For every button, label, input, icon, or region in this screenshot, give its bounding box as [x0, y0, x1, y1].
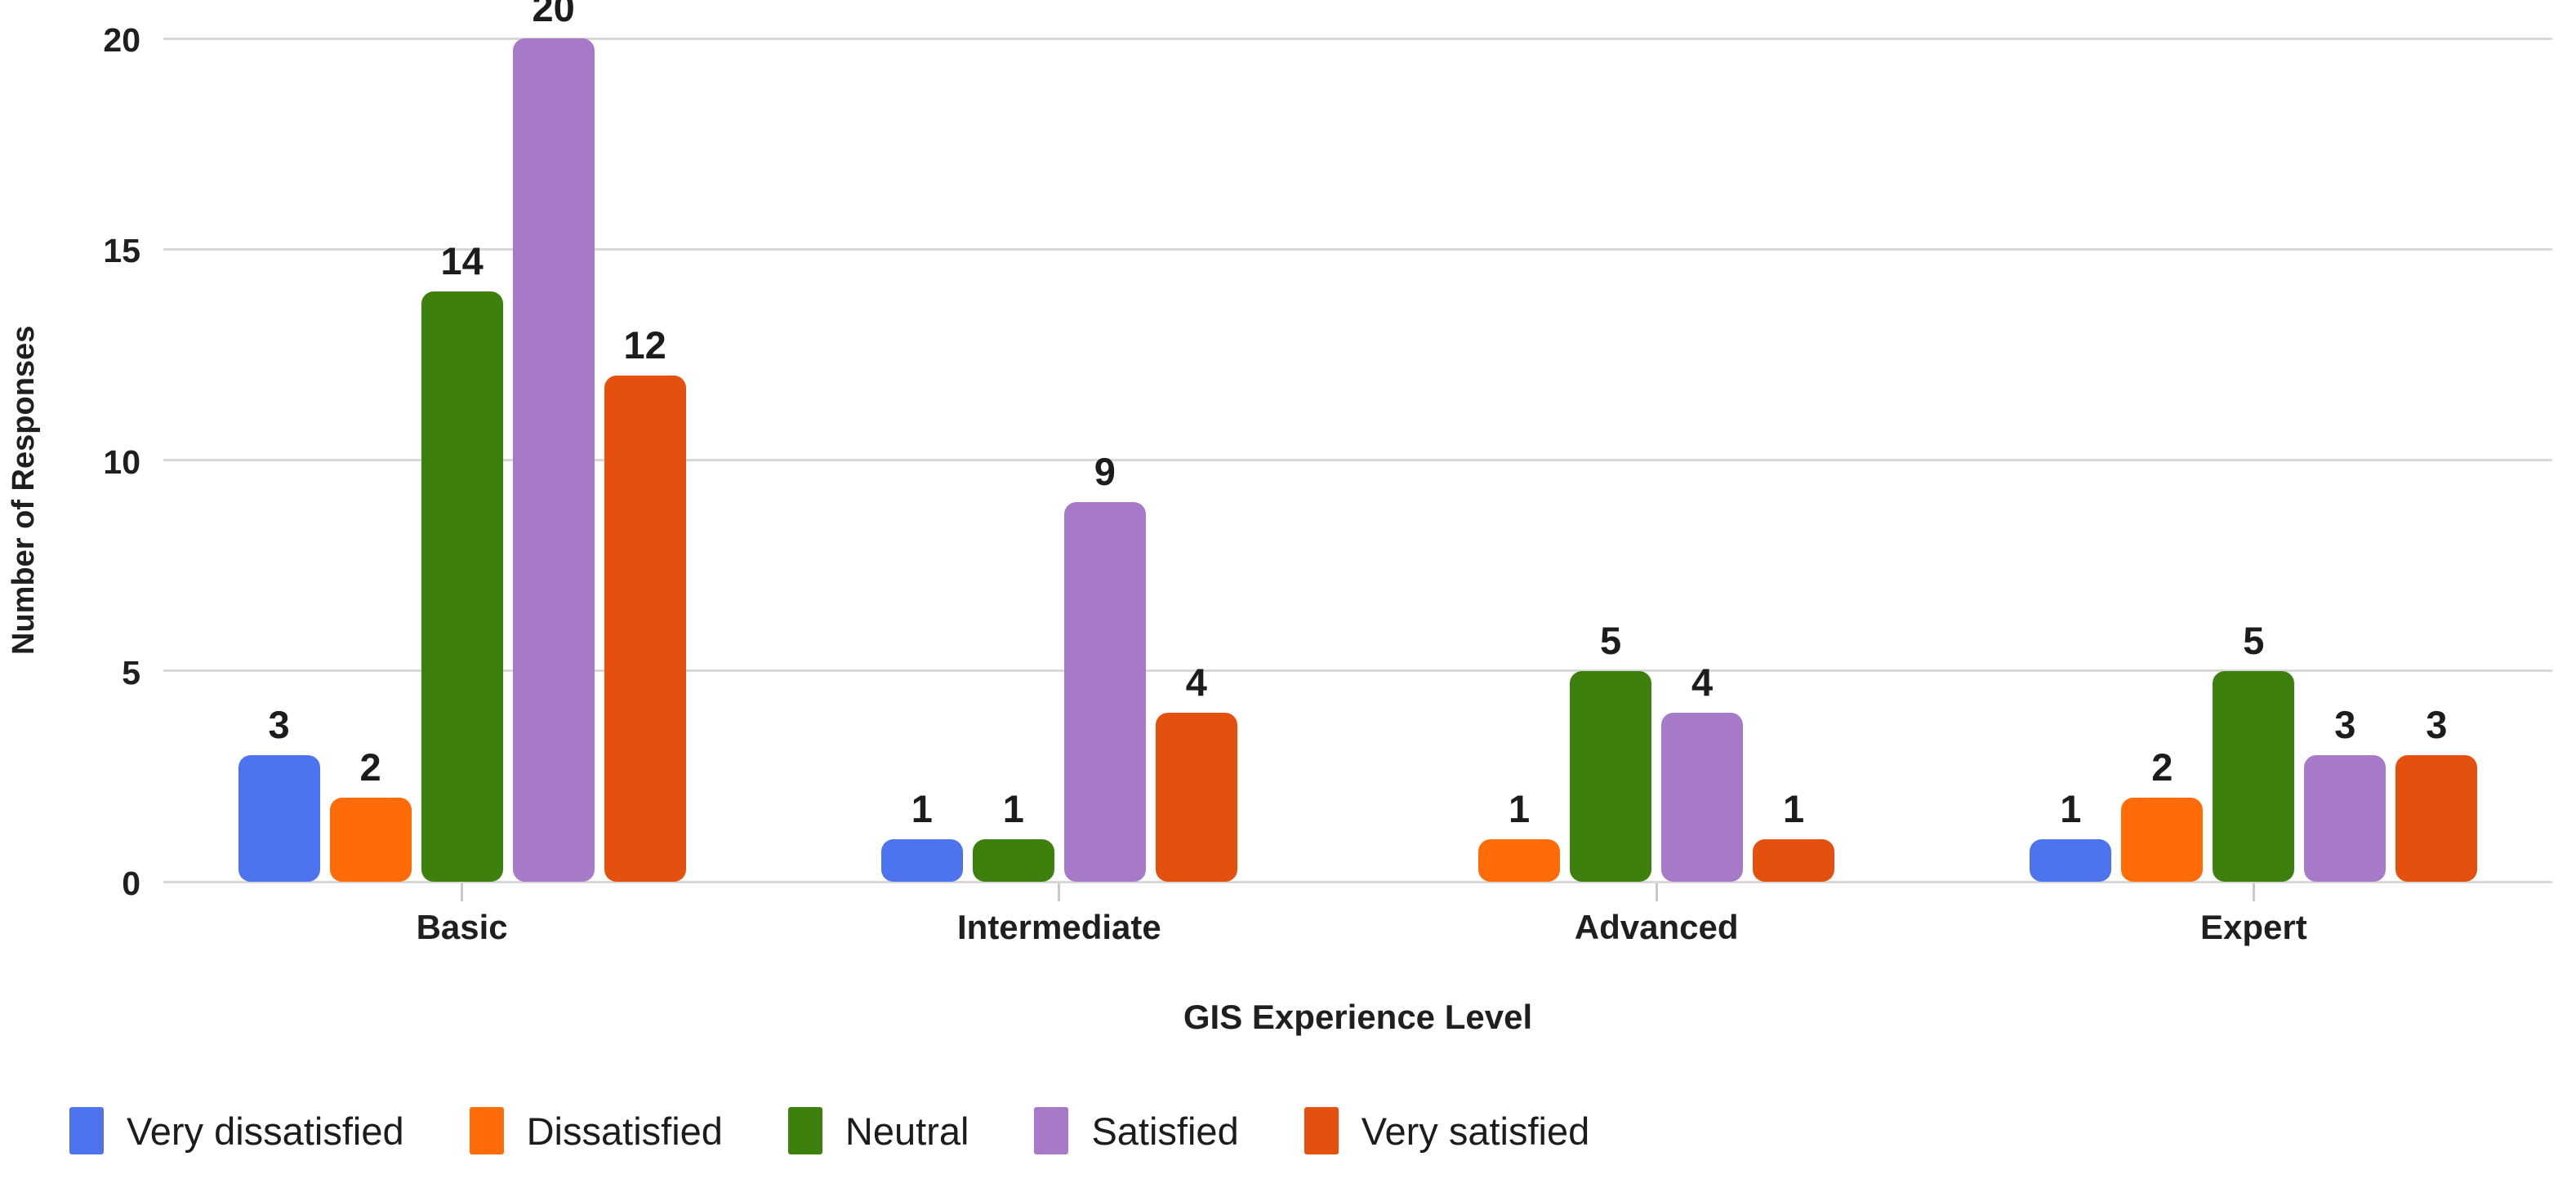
bar-value-label: 5	[2243, 618, 2265, 662]
y-tick-label-5: 5	[122, 653, 140, 692]
legend-swatch-icon	[469, 1107, 504, 1154]
x-tick-mark-basic	[461, 883, 464, 901]
bar-value-label: 1	[911, 787, 933, 831]
bar-expert-dissatisfied: 2	[2121, 745, 2204, 882]
legend-label: Very dissatisfied	[127, 1109, 404, 1153]
gridline-y-10	[163, 459, 2552, 461]
bar-expert-very-dissatisfied: 1	[2030, 787, 2112, 882]
legend-item-dissatisfied: Dissatisfied	[469, 1107, 723, 1154]
x-category-label-expert: Expert	[2200, 908, 2307, 946]
legend-label: Dissatisfied	[526, 1109, 723, 1153]
y-tick-label-0: 0	[122, 865, 140, 902]
legend-swatch-icon	[69, 1107, 104, 1154]
bar-value-label: 3	[2426, 703, 2448, 747]
legend-swatch-icon	[1304, 1107, 1339, 1154]
bar-value-label: 3	[268, 703, 290, 747]
bar-value-label: 2	[2151, 745, 2173, 789]
bar-value-label: 1	[1783, 787, 1805, 831]
bar-intermediate-neutral: 1	[972, 787, 1054, 882]
bar-value-label: 3	[2334, 703, 2356, 747]
bar-basic-very-dissatisfied: 3	[238, 703, 320, 882]
legend-label: Very satisfied	[1361, 1109, 1590, 1153]
bar-value-label: 9	[1094, 450, 1116, 494]
x-category-label-advanced: Advanced	[1574, 908, 1739, 946]
y-tick-label-20: 20	[103, 21, 140, 59]
bar-basic-satisfied: 20	[512, 0, 595, 882]
bar-group-basic: 3 2 14 20 12	[163, 0, 760, 882]
bar-value-label: 4	[1185, 660, 1207, 705]
legend-item-very-dissatisfied: Very dissatisfied	[69, 1107, 404, 1154]
bar-value-label: 12	[623, 323, 666, 367]
gridline-y-20	[163, 37, 2552, 40]
bar-value-label: 1	[1509, 787, 1531, 831]
bar-expert-satisfied: 3	[2304, 703, 2387, 882]
x-tick-mark-intermediate	[1058, 883, 1061, 901]
bar-expert-very-satisfied: 3	[2396, 703, 2478, 882]
bar-value-label: 1	[1002, 787, 1024, 831]
y-tick-label-10: 10	[103, 443, 140, 481]
bar-advanced-dissatisfied: 1	[1478, 787, 1561, 882]
bar-advanced-satisfied: 4	[1661, 660, 1744, 882]
bar-value-label: 1	[2060, 787, 2082, 831]
legend: Very dissatisfied Dissatisfied Neutral Sati…	[69, 1107, 1589, 1154]
legend-swatch-icon	[787, 1107, 822, 1154]
bar-value-label: 4	[1691, 660, 1714, 705]
x-tick-mark-advanced	[1655, 883, 1658, 901]
legend-item-neutral: Neutral	[787, 1107, 969, 1154]
bar-basic-very-satisfied: 12	[604, 323, 686, 882]
bar-group-expert: 1 2 5 3 3	[1955, 0, 2552, 882]
bar-intermediate-very-dissatisfied: 1	[880, 787, 963, 882]
legend-item-satisfied: Satisfied	[1034, 1107, 1239, 1154]
bar-value-label: 5	[1600, 618, 1622, 662]
plot-area: 0 5 10 15 20 3 2 14 20 12 Basic 1 1 9 4 Intermediate 1 5 4…	[103, 0, 2552, 946]
bar-intermediate-satisfied: 9	[1063, 450, 1146, 882]
bar-basic-dissatisfied: 2	[329, 745, 412, 882]
bar-advanced-very-satisfied: 1	[1753, 787, 1835, 882]
bar-intermediate-very-satisfied: 4	[1155, 660, 1237, 882]
x-axis-title: GIS Experience Level	[1183, 998, 1533, 1036]
bar-value-label: 14	[440, 238, 484, 282]
gridline-y-15	[163, 247, 2552, 251]
bar-expert-neutral: 5	[2213, 619, 2295, 882]
bar-value-label: 2	[359, 745, 381, 789]
gridline-y-5	[163, 669, 2552, 673]
y-tick-label-15: 15	[103, 232, 140, 270]
x-tick-mark-expert	[2252, 883, 2255, 901]
gridline-y-0	[163, 880, 2552, 883]
legend-swatch-icon	[1034, 1107, 1069, 1154]
legend-item-very-satisfied: Very satisfied	[1304, 1107, 1590, 1154]
bar-basic-neutral: 14	[421, 239, 503, 882]
bar-value-label: 20	[532, 0, 575, 29]
legend-label: Neutral	[845, 1109, 969, 1153]
x-category-label-basic: Basic	[416, 908, 508, 946]
x-category-label-intermediate: Intermediate	[957, 908, 1161, 946]
legend-label: Satisfied	[1091, 1109, 1239, 1153]
bar-advanced-neutral: 5	[1570, 619, 1652, 882]
bar-group-intermediate: 1 1 9 4	[760, 0, 1357, 882]
